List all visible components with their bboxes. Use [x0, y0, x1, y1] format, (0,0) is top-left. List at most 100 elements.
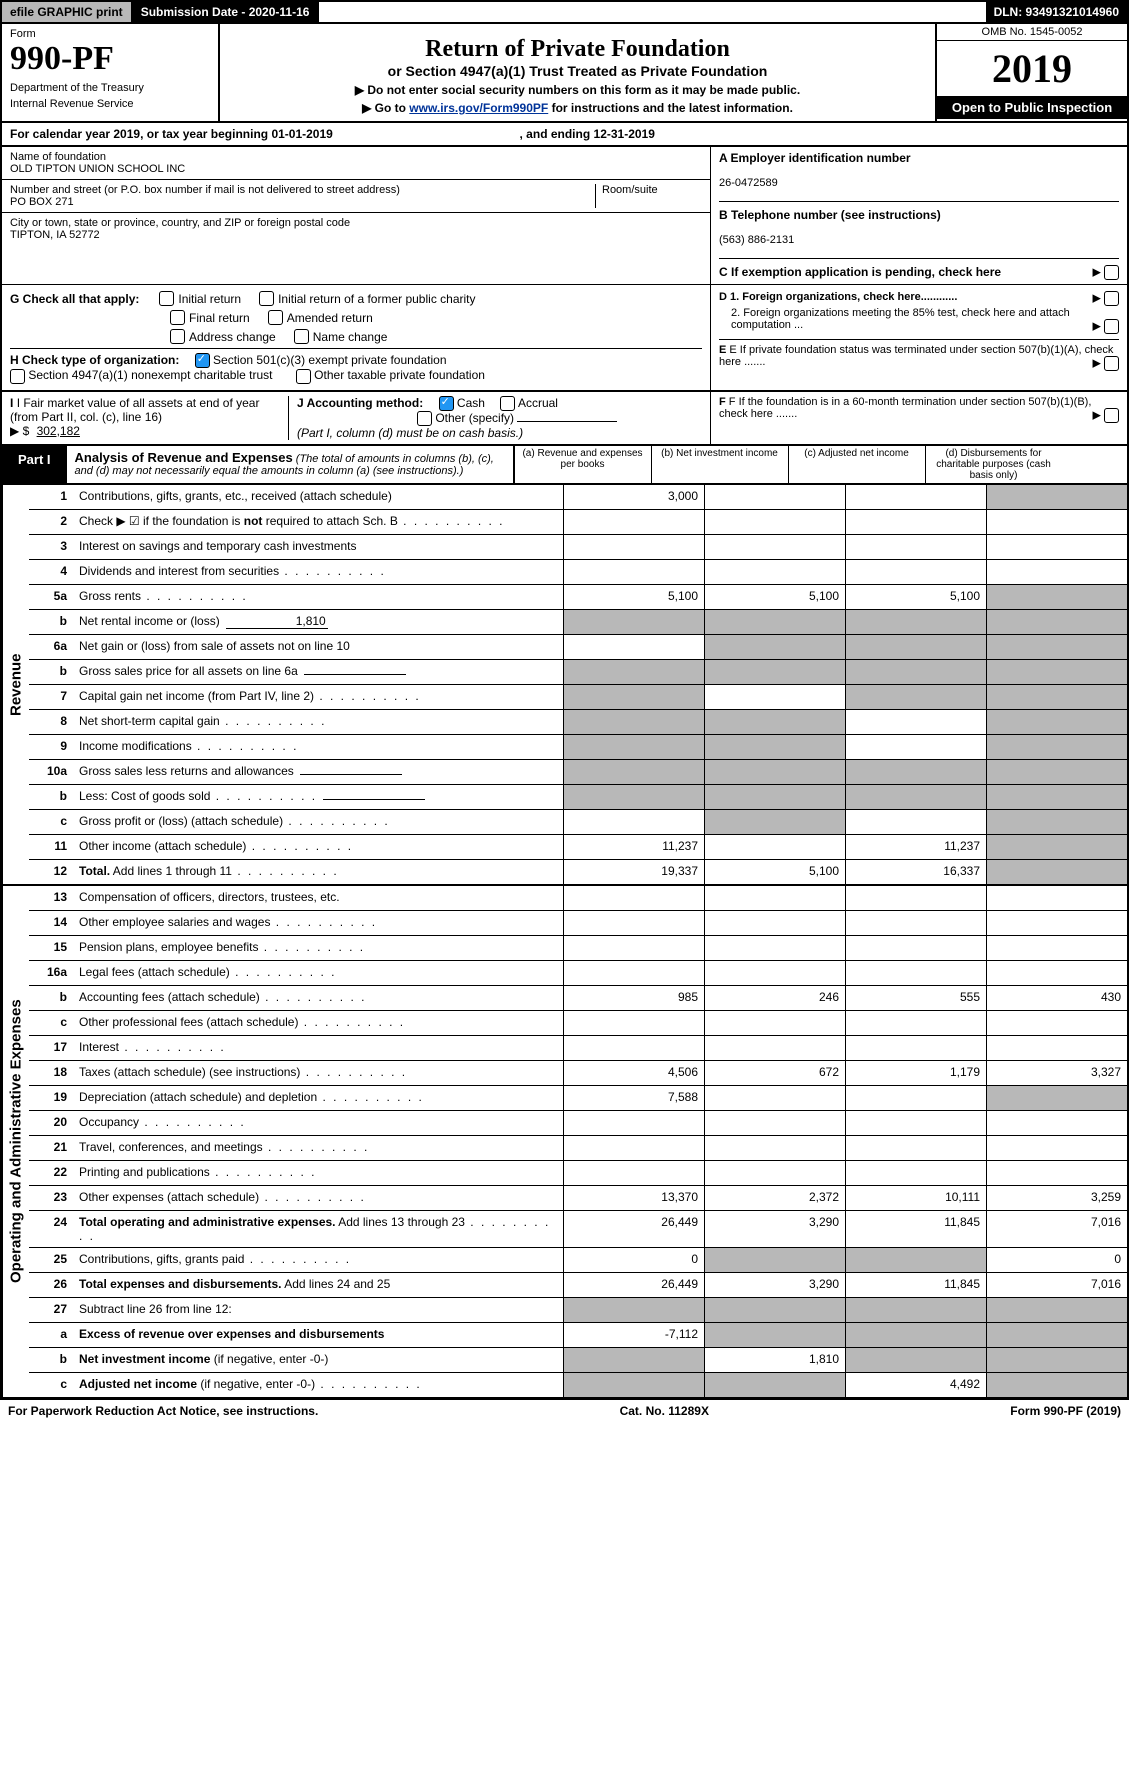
amount-col-a: [563, 911, 704, 935]
expenses-table: Operating and Administrative Expenses 13…: [0, 886, 1129, 1399]
line-number: 6a: [29, 635, 71, 659]
table-row: 10aGross sales less returns and allowanc…: [29, 760, 1127, 785]
line-number: 9: [29, 735, 71, 759]
c-checkbox[interactable]: [1104, 265, 1119, 280]
line-number: 17: [29, 1036, 71, 1060]
foundation-name: OLD TIPTON UNION SCHOOL INC: [10, 163, 185, 175]
h-label: H Check type of organization:: [10, 353, 179, 367]
amount-col-d: [986, 911, 1127, 935]
amount-col-b: [704, 1111, 845, 1135]
amount-col-a: 19,337: [563, 860, 704, 884]
amount-col-d: [986, 1136, 1127, 1160]
amount-col-d: [986, 936, 1127, 960]
check-initial[interactable]: [159, 291, 174, 306]
amount-col-a: 3,000: [563, 485, 704, 509]
amount-col-b: [704, 685, 845, 709]
col-d-header: (d) Disbursements for charitable purpose…: [925, 446, 1062, 483]
amount-col-c: [845, 810, 986, 834]
amount-col-d: [986, 1111, 1127, 1135]
table-row: aExcess of revenue over expenses and dis…: [29, 1323, 1127, 1348]
line-description: Total expenses and disbursements. Add li…: [71, 1273, 563, 1297]
amount-col-d: [986, 1011, 1127, 1035]
amount-col-d: [986, 760, 1127, 784]
amount-col-b: [704, 710, 845, 734]
line-number: 3: [29, 535, 71, 559]
form-header: Form 990-PF Department of the Treasury I…: [0, 24, 1129, 123]
amount-col-c: [845, 1298, 986, 1322]
efile-label[interactable]: efile GRAPHIC print: [2, 2, 133, 22]
d2-checkbox[interactable]: [1104, 319, 1119, 334]
part1-title: Analysis of Revenue and Expenses: [75, 450, 293, 465]
check-amended[interactable]: [268, 310, 283, 325]
goto-note: ▶ Go to www.irs.gov/Form990PF for instru…: [226, 101, 929, 115]
check-other-method[interactable]: [417, 411, 432, 426]
line-description: Excess of revenue over expenses and disb…: [71, 1323, 563, 1347]
amount-col-d: [986, 1086, 1127, 1110]
amount-col-b: 672: [704, 1061, 845, 1085]
amount-col-c: 11,845: [845, 1211, 986, 1247]
amount-col-a: [563, 810, 704, 834]
g-label: G Check all that apply:: [10, 292, 139, 306]
amount-col-a: [563, 1011, 704, 1035]
check-other-tax[interactable]: [296, 369, 311, 384]
line-number: c: [29, 1373, 71, 1397]
dept-treasury: Department of the Treasury: [10, 82, 210, 94]
irs-link[interactable]: www.irs.gov/Form990PF: [409, 101, 548, 115]
table-row: 9Income modifications: [29, 735, 1127, 760]
amount-col-a: [563, 936, 704, 960]
line-number: b: [29, 785, 71, 809]
amount-col-b: [704, 610, 845, 634]
check-4947[interactable]: [10, 369, 25, 384]
line-number: 22: [29, 1161, 71, 1185]
amount-col-d: [986, 961, 1127, 985]
table-row: 15Pension plans, employee benefits: [29, 936, 1127, 961]
amount-col-c: 5,100: [845, 585, 986, 609]
amount-col-d: [986, 835, 1127, 859]
amount-col-a: 5,100: [563, 585, 704, 609]
c-label: C If exemption application is pending, c…: [719, 265, 1001, 279]
amount-col-b: [704, 936, 845, 960]
check-accrual[interactable]: [500, 396, 515, 411]
line-number: 11: [29, 835, 71, 859]
line-description: Printing and publications: [71, 1161, 563, 1185]
amount-col-c: [845, 610, 986, 634]
check-cash[interactable]: [439, 396, 454, 411]
amount-col-d: [986, 485, 1127, 509]
line-number: 2: [29, 510, 71, 534]
line-description: Gross sales less returns and allowances: [71, 760, 563, 784]
check-address[interactable]: [170, 329, 185, 344]
table-row: 7Capital gain net income (from Part IV, …: [29, 685, 1127, 710]
table-row: cGross profit or (loss) (attach schedule…: [29, 810, 1127, 835]
table-row: bLess: Cost of goods sold: [29, 785, 1127, 810]
table-row: 4Dividends and interest from securities: [29, 560, 1127, 585]
line-number: 4: [29, 560, 71, 584]
amount-col-c: [845, 685, 986, 709]
table-row: bAccounting fees (attach schedule)985246…: [29, 986, 1127, 1011]
check-name[interactable]: [294, 329, 309, 344]
amount-col-d: [986, 660, 1127, 684]
check-501c3[interactable]: [195, 353, 210, 368]
amount-col-d: [986, 510, 1127, 534]
line-description: Gross rents: [71, 585, 563, 609]
amount-col-c: [845, 735, 986, 759]
f-checkbox[interactable]: [1104, 408, 1119, 423]
col-a-header: (a) Revenue and expenses per books: [514, 446, 651, 483]
check-initial-former[interactable]: [259, 291, 274, 306]
amount-col-b: [704, 1086, 845, 1110]
e-checkbox[interactable]: [1104, 356, 1119, 371]
amount-col-d: [986, 1161, 1127, 1185]
amount-col-c: [845, 785, 986, 809]
amount-col-c: [845, 1086, 986, 1110]
amount-col-d: [986, 535, 1127, 559]
table-row: 21Travel, conferences, and meetings: [29, 1136, 1127, 1161]
irs-label: Internal Revenue Service: [10, 98, 210, 110]
amount-col-c: [845, 1036, 986, 1060]
check-final[interactable]: [170, 310, 185, 325]
line-description: Less: Cost of goods sold: [71, 785, 563, 809]
part1-tab: Part I: [2, 446, 67, 483]
amount-col-c: [845, 535, 986, 559]
amount-col-a: 4,506: [563, 1061, 704, 1085]
amount-col-a: [563, 1298, 704, 1322]
d1-checkbox[interactable]: [1104, 291, 1119, 306]
line-description: Other professional fees (attach schedule…: [71, 1011, 563, 1035]
